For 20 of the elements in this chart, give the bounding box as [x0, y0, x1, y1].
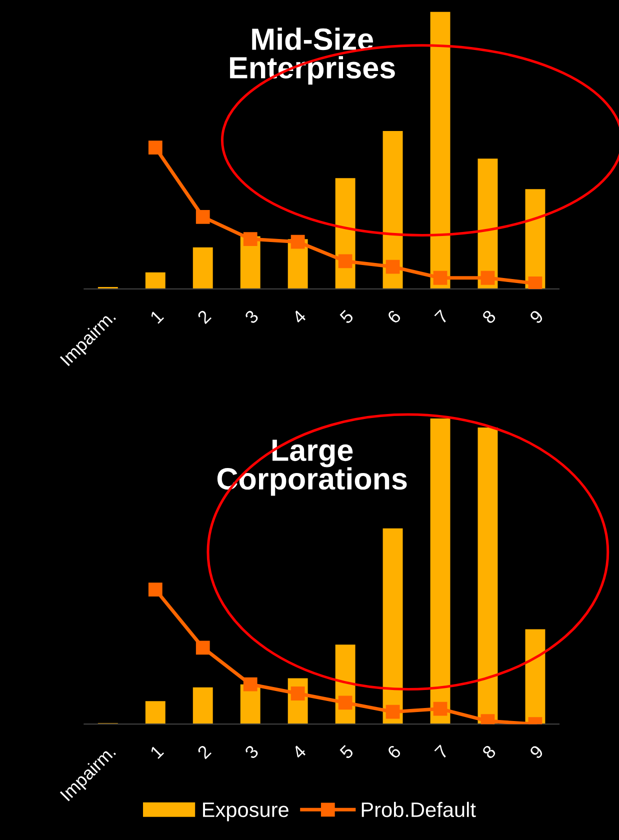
x-tick-label: 6 — [386, 744, 402, 760]
x-tick-label: 4 — [291, 309, 307, 324]
x-tick-label: 7 — [434, 744, 449, 760]
x-tick-label: 2 — [196, 744, 212, 760]
x-tick-label: 1 — [150, 744, 164, 759]
x-tick-label: 2 — [196, 309, 212, 324]
legend-label: Prob.Default — [362, 802, 476, 818]
x-tick-label: 6 — [386, 309, 402, 324]
legend-label: Exposure — [203, 802, 288, 822]
x-tick-label: 5 — [339, 309, 354, 324]
x-tick-label: 4 — [291, 744, 307, 760]
x-tick-label: 8 — [482, 309, 497, 324]
x-tick-label: 3 — [244, 744, 260, 760]
x-tick-label: 9 — [529, 309, 544, 324]
x-tick-label: 9 — [529, 744, 544, 760]
x-tick-label: 3 — [244, 309, 260, 324]
x-tick-label: 1 — [150, 309, 164, 324]
x-tick-label: 5 — [339, 744, 354, 760]
x-tick-label: 8 — [482, 744, 497, 760]
x-tick-label: 7 — [434, 310, 449, 324]
